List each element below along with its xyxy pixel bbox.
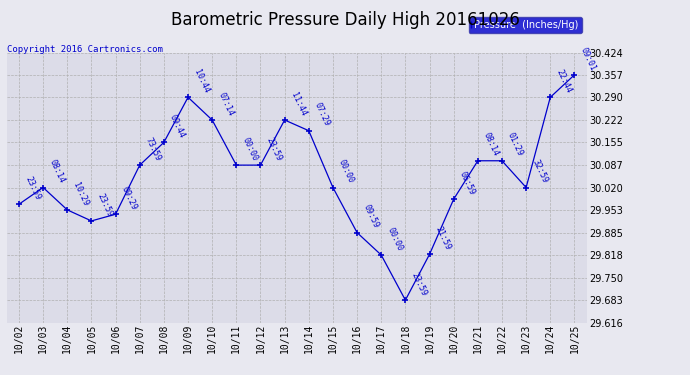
Text: 09:44: 09:44 [168, 113, 187, 140]
Text: 06:59: 06:59 [458, 170, 477, 196]
Text: 08:14: 08:14 [48, 158, 66, 185]
Text: 08:14: 08:14 [482, 132, 501, 158]
Text: 00:00: 00:00 [241, 136, 259, 162]
Text: 07:29: 07:29 [313, 102, 332, 128]
Text: 09:01: 09:01 [579, 46, 598, 72]
Text: Barometric Pressure Daily High 20161026: Barometric Pressure Daily High 20161026 [170, 11, 520, 29]
Text: Copyright 2016 Cartronics.com: Copyright 2016 Cartronics.com [7, 45, 163, 54]
Text: 32:59: 32:59 [531, 158, 549, 185]
Text: 23:59: 23:59 [96, 192, 115, 218]
Text: 23:59: 23:59 [410, 271, 428, 297]
Text: 07:14: 07:14 [217, 91, 235, 117]
Text: 23:59: 23:59 [23, 175, 42, 201]
Text: 10:44: 10:44 [193, 68, 211, 94]
Text: 11:44: 11:44 [289, 91, 308, 117]
Text: 73:59: 73:59 [144, 136, 163, 162]
Text: 00:00: 00:00 [337, 158, 356, 185]
Text: 09:29: 09:29 [120, 185, 139, 211]
Text: 22:44: 22:44 [555, 68, 573, 94]
Text: 09:59: 09:59 [362, 203, 380, 230]
Text: 00:00: 00:00 [386, 226, 404, 252]
Text: 01:29: 01:29 [506, 132, 525, 158]
Text: 23:59: 23:59 [265, 136, 284, 162]
Text: 10:29: 10:29 [72, 181, 90, 207]
Legend: Pressure  (Inches/Hg): Pressure (Inches/Hg) [469, 17, 582, 33]
Text: 21:59: 21:59 [434, 225, 453, 252]
